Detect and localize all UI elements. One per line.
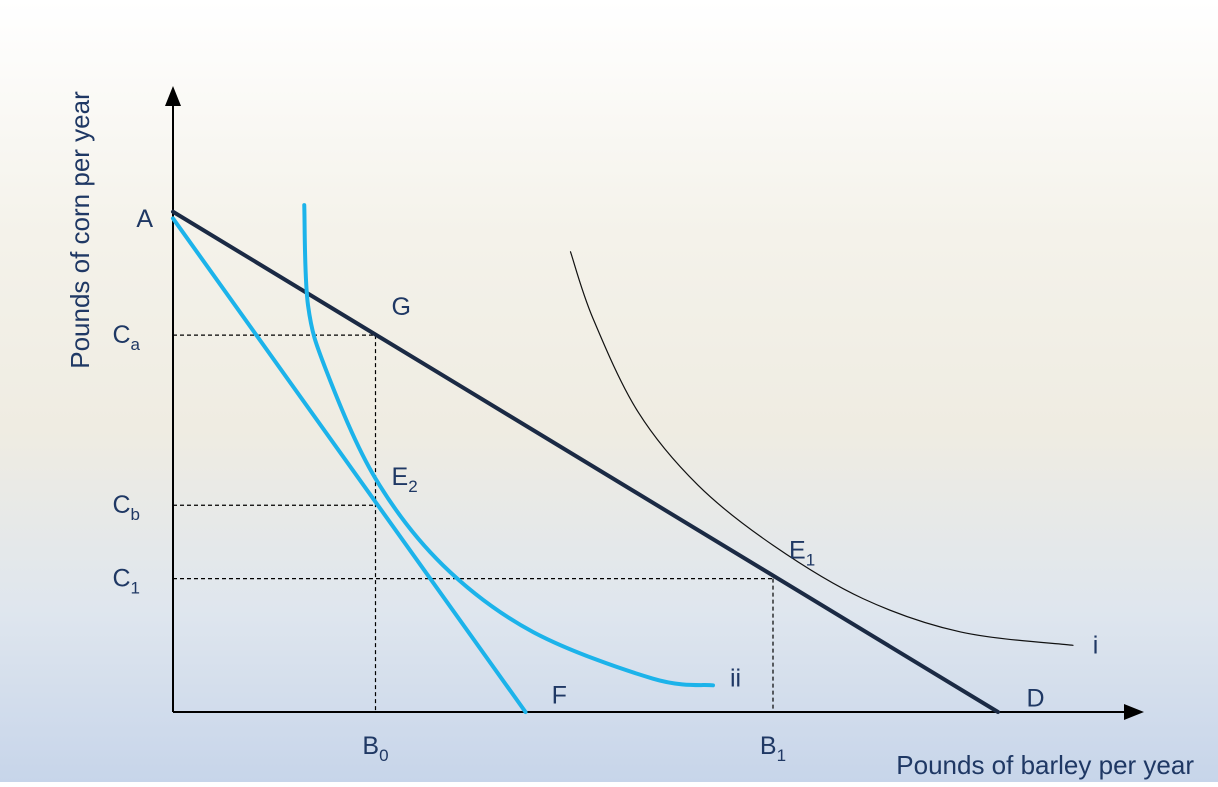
- x-tick-label-1: B1: [760, 732, 786, 765]
- y-tick-label-1: Cb: [112, 491, 140, 524]
- x-tick-label-0: B0: [362, 732, 388, 765]
- guide-lines: [173, 334, 774, 712]
- series-AF: [171, 216, 528, 714]
- label-A: A: [136, 205, 153, 233]
- label-F: F: [552, 681, 567, 709]
- y-tick-label-0: Ca: [112, 321, 140, 354]
- tick-labels: B0 B1 Ca Cb C1: [112, 321, 786, 765]
- label-i: i: [1093, 631, 1099, 659]
- series: [171, 203, 1074, 714]
- series-ii: [302, 203, 715, 688]
- y-axis-title: Pounds of corn per year: [65, 91, 95, 369]
- x-axis-title: Pounds of barley per year: [896, 750, 1194, 780]
- label-D: D: [1026, 685, 1044, 713]
- label-ii: ii: [730, 665, 741, 693]
- label-G: G: [392, 293, 411, 321]
- series-i: [569, 251, 1074, 646]
- label-E2: E2: [392, 463, 418, 496]
- series-AD: [171, 209, 1000, 714]
- y-tick-label-2: C1: [112, 565, 140, 598]
